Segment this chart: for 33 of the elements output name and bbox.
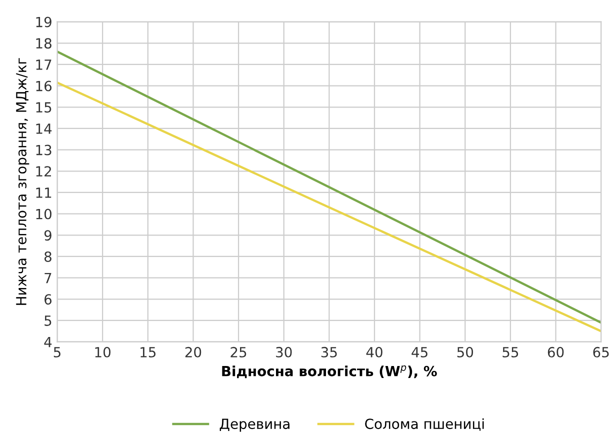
y-tick-label: 9 [44,230,52,241]
x-tick-label: 45 [412,347,428,358]
y-tick-label: 18 [36,38,52,49]
x-tick-label: 50 [457,346,474,358]
y-tick-label: 6 [44,294,52,305]
x-tick-label: 35 [321,346,337,358]
x-tick-label: 15 [140,347,156,358]
y-tick-label: 7 [44,272,52,284]
x-tick-label: 30 [276,346,292,358]
y-axis-title: Нижча теплота згорання, МДж/кг [16,58,30,305]
y-tick-label: 4 [44,336,52,348]
x-tick-label: 40 [366,346,382,358]
legend-label: Деревина [220,418,290,432]
x-tick-label: 60 [548,346,564,358]
x-tick-label: 65 [593,346,609,358]
y-tick-label: 14 [36,124,52,134]
y-tick-label: 12 [36,166,51,176]
y-tick-label: 5 [44,316,52,326]
y-tick-label: 8 [44,251,52,262]
y-tick-label: 19 [36,16,52,28]
x-tick-label: 5 [54,347,60,358]
x-tick-label: 55 [502,347,518,358]
y-tick-label: 15 [36,102,52,113]
y-tick-label: 10 [36,208,52,220]
x-tick-label: 10 [95,346,110,358]
y-tick-label: 11 [36,188,52,198]
x-tick-label: 20 [185,346,202,358]
x-axis-title: Відносна вологість (W$^{p}$), % [222,365,437,378]
legend-label: Солома пшениці [365,418,484,431]
x-tick-label: 25 [230,346,246,358]
y-tick-label: 13 [36,144,52,156]
y-tick-label: 17 [36,60,52,70]
y-tick-label: 16 [36,80,52,92]
